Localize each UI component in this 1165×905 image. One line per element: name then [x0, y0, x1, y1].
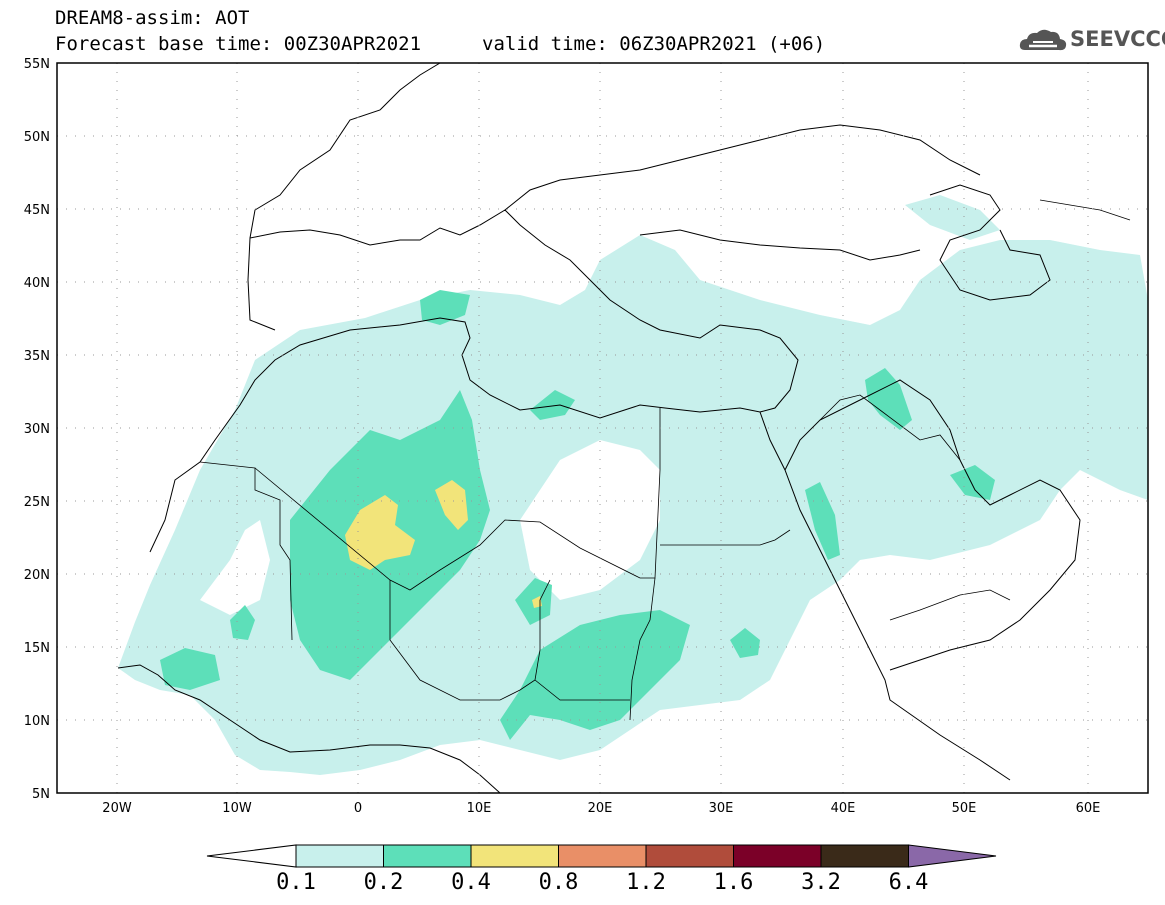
coastlines	[117, 63, 1081, 793]
colorbar-swatch	[295, 844, 384, 868]
lon-label: 40E	[831, 801, 856, 816]
colorbar-swatch	[645, 844, 734, 868]
colorbar-swatch	[733, 844, 822, 868]
aot-level-0.2-k	[530, 390, 575, 420]
colorbar-label: 1.2	[626, 870, 666, 895]
latitude-labels: 55N 50N 45N 40N 35N 30N 25N 20N 15N 10N …	[24, 57, 50, 802]
aot-level-0.2-e	[230, 605, 255, 640]
colorbar-high-arrow	[908, 844, 997, 868]
colorbar-swatch	[820, 844, 909, 868]
lon-label: 20E	[588, 801, 613, 816]
colorbar-label: 0.4	[451, 870, 491, 895]
logo-text: SEEVCCC	[1070, 27, 1165, 51]
lon-label: 30E	[709, 801, 734, 816]
lon-label: 60E	[1076, 801, 1101, 816]
lon-label: 10W	[222, 801, 252, 816]
aot-level-0.2-b	[500, 610, 690, 740]
colorbar-swatch	[383, 844, 472, 868]
aot-level-0.2-j	[950, 465, 995, 500]
colorbar-swatch	[470, 844, 559, 868]
aot-level-0.4-b	[435, 480, 468, 530]
colorbar-swatch	[558, 844, 647, 868]
lat-label: 25N	[24, 495, 50, 510]
lat-label: 35N	[24, 349, 50, 364]
lon-label: 0	[354, 801, 362, 816]
lat-label: 50N	[24, 130, 50, 145]
aot-level-0.4	[345, 495, 415, 570]
colorbar-label: 0.1	[276, 870, 316, 895]
colorbar-label: 0.8	[538, 870, 579, 895]
lon-label: 50E	[952, 801, 977, 816]
aot-level-0.2-g	[420, 290, 470, 325]
aot-level-0.4-c	[532, 596, 542, 608]
aot-level-0.1-iran	[1015, 378, 1060, 415]
lat-label: 40N	[24, 276, 50, 291]
aot-level-0.2-d	[160, 648, 220, 690]
lat-label: 55N	[24, 57, 50, 72]
country-borders	[199, 199, 1131, 721]
colorbar-label: 0.2	[363, 870, 404, 895]
valid-time: valid time: 06Z30APR2021 (+06)	[482, 33, 826, 55]
longitude-labels: 20W 10W 0 10E 20E 30E 40E 50E 60E	[102, 801, 1100, 816]
colorbar-label: 6.4	[888, 870, 929, 895]
lon-label: 20W	[102, 801, 132, 816]
lat-label: 10N	[24, 714, 50, 729]
cloud-logo-icon	[1019, 29, 1067, 51]
lat-label: 45N	[24, 203, 50, 218]
lat-label: 5N	[32, 787, 50, 802]
lat-label: 15N	[24, 641, 50, 656]
colorbar	[206, 844, 997, 868]
map-frame	[56, 62, 1149, 794]
forecast-base-time: Forecast base time: 00Z30APR2021	[55, 33, 422, 55]
aot-level-0.1-north	[905, 195, 1000, 240]
aot-level-0.2-f	[865, 368, 912, 430]
lat-label: 30N	[24, 422, 50, 437]
colorbar-label: 3.2	[801, 870, 841, 895]
colorbar-label: 1.6	[713, 870, 754, 895]
aot-level-0.2-h	[730, 628, 760, 658]
graticule	[57, 63, 1148, 793]
map-title: DREAM8-assim: AOT	[55, 7, 250, 29]
colorbar-low-arrow	[206, 844, 297, 868]
lon-label: 10E	[467, 801, 492, 816]
lat-label: 20N	[24, 568, 50, 583]
